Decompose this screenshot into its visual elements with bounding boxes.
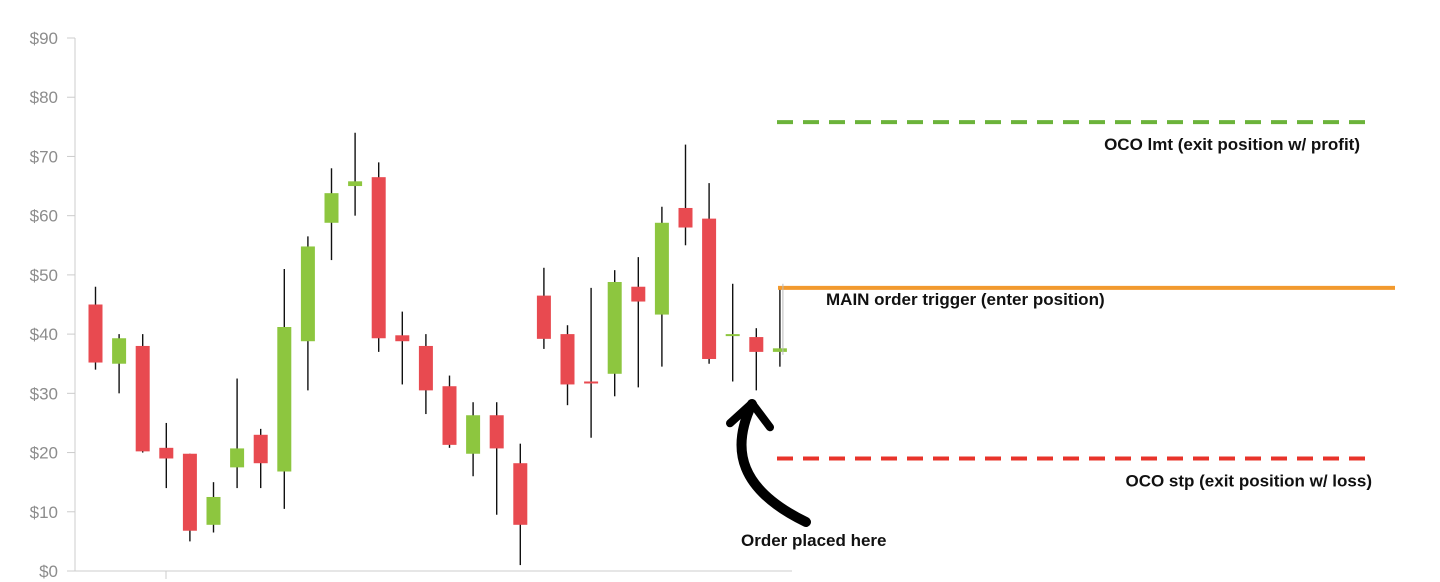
candle-body <box>513 463 528 525</box>
candle-body <box>442 386 457 445</box>
candle-body <box>631 286 646 302</box>
y-tick-label: $30 <box>30 384 58 403</box>
candle <box>88 286 103 370</box>
level-label-main: MAIN order trigger (enter position) <box>826 290 1105 309</box>
candle <box>418 334 433 415</box>
y-tick-label: $60 <box>30 207 58 226</box>
candle-body <box>607 281 622 374</box>
candle <box>253 428 268 489</box>
candle-body <box>584 381 599 384</box>
candle-body <box>135 345 150 452</box>
candle-body <box>560 334 575 385</box>
candle <box>513 443 528 566</box>
candle <box>702 183 717 364</box>
candle <box>560 325 575 406</box>
y-tick-label: $50 <box>30 266 58 285</box>
candle-body <box>112 338 127 364</box>
candle <box>466 402 481 477</box>
candle <box>135 334 150 453</box>
candle <box>159 422 174 489</box>
level-label-oco_lmt: OCO lmt (exit position w/ profit) <box>1104 135 1360 154</box>
y-axis: $0 $10 $20 $30 $40 $50 $60 $70 $80 $90 <box>30 29 76 581</box>
candle-body <box>749 337 764 352</box>
y-tick-label: $10 <box>30 503 58 522</box>
candles-group <box>88 132 787 566</box>
candle <box>112 334 127 394</box>
candle-body <box>253 434 268 464</box>
y-tick-label: $80 <box>30 88 58 107</box>
candle <box>395 311 410 385</box>
y-tick-label: $70 <box>30 147 58 166</box>
candle-body <box>772 348 787 352</box>
candle <box>489 402 504 515</box>
candle-body <box>702 218 717 359</box>
candle <box>206 482 221 533</box>
candle-body <box>182 453 197 531</box>
candle-body <box>678 207 693 228</box>
candle-body <box>466 415 481 454</box>
candle-body <box>88 304 103 363</box>
order-placed-annotation: Order placed here <box>726 399 887 550</box>
level-label-oco_stp: OCO stp (exit position w/ loss) <box>1125 471 1372 490</box>
candle <box>654 206 669 367</box>
candle-body <box>654 222 669 315</box>
candle <box>678 144 693 246</box>
candle-body <box>300 246 315 342</box>
candle <box>536 267 551 349</box>
candle-body <box>371 177 386 339</box>
candle-body <box>536 295 551 339</box>
candle-body <box>418 345 433 391</box>
candle-body <box>324 193 339 223</box>
candle-body <box>395 335 410 342</box>
candle <box>277 268 292 509</box>
candle-body <box>348 181 363 187</box>
candle <box>584 287 599 438</box>
y-tick-label: $90 <box>30 29 58 48</box>
y-tick-label: $20 <box>30 444 58 463</box>
candle-body <box>159 447 174 459</box>
candle <box>230 378 245 489</box>
candle-body <box>725 334 740 337</box>
candle <box>348 132 363 216</box>
y-ticks: $0 $10 $20 $30 $40 $50 $60 $70 $80 $90 <box>30 29 75 581</box>
candle <box>631 257 646 388</box>
curved-arrow-icon <box>736 399 811 527</box>
x-axis <box>75 570 792 579</box>
candle <box>772 286 787 367</box>
candle-body <box>206 496 221 525</box>
level-oco_stp: OCO stp (exit position w/ loss) <box>777 456 1372 490</box>
candle <box>371 162 386 352</box>
level-main: MAIN order trigger (enter position) <box>778 285 1395 309</box>
candle <box>442 375 457 448</box>
candle <box>725 283 740 382</box>
candle <box>324 168 339 261</box>
candle <box>300 236 315 391</box>
y-tick-label: $0 <box>39 562 58 581</box>
y-tick-label: $40 <box>30 325 58 344</box>
candle <box>749 328 764 391</box>
candle-body <box>277 327 292 472</box>
candle <box>182 453 197 542</box>
order-levels: OCO lmt (exit position w/ profit) MAIN or… <box>777 120 1395 490</box>
level-oco_lmt: OCO lmt (exit position w/ profit) <box>777 120 1366 154</box>
candle-body <box>230 448 245 468</box>
candle <box>607 270 622 397</box>
order-placed-label: Order placed here <box>741 531 887 550</box>
candle-body <box>489 415 504 449</box>
arrow-head-icon <box>726 399 774 432</box>
